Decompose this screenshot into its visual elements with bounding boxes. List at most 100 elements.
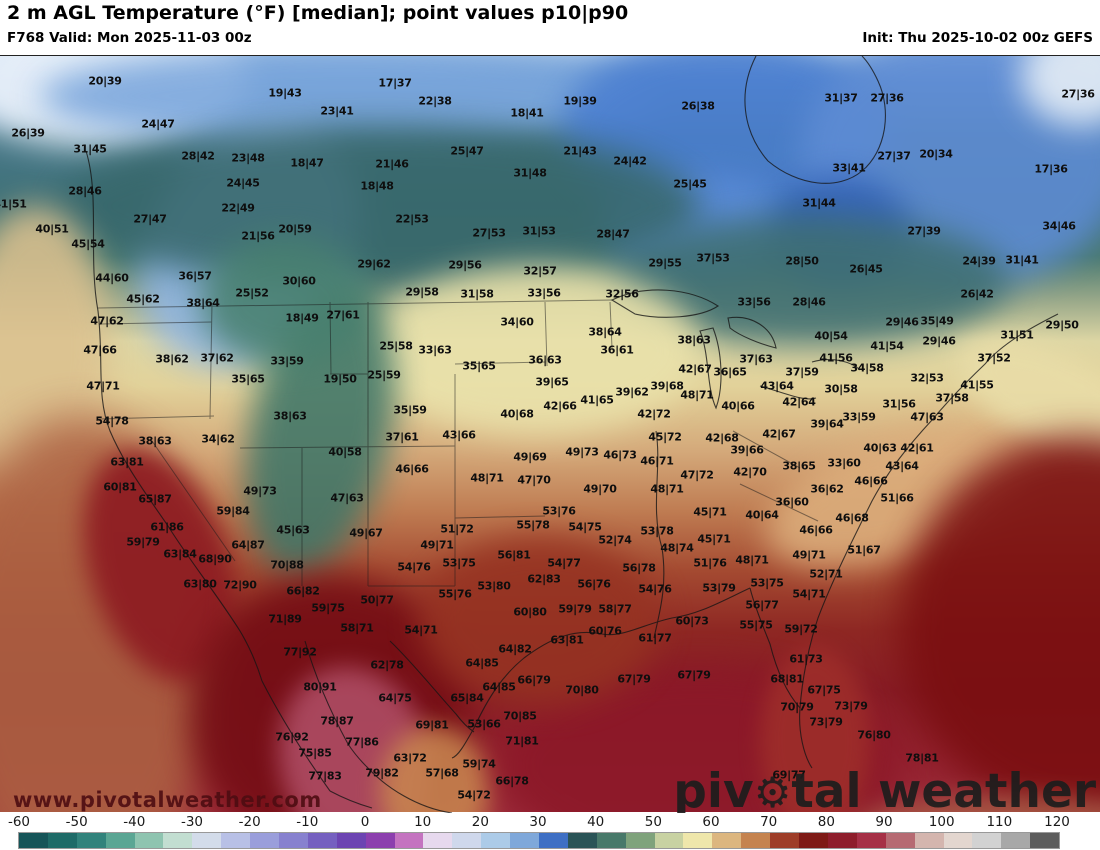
colorbar-segment	[539, 833, 568, 848]
point-value: 53|79	[702, 581, 736, 595]
colorbar-segment	[47, 833, 77, 848]
point-value: 46|66	[395, 462, 429, 476]
point-value: 49|71	[420, 538, 454, 552]
colorbar-segment	[19, 833, 48, 848]
point-value: 38|64	[588, 325, 622, 339]
point-value: 41|65	[580, 393, 614, 407]
point-value: 29|56	[448, 258, 482, 272]
point-value: 48|71	[650, 482, 684, 496]
point-value: 49|67	[349, 526, 383, 540]
point-value: 50|77	[360, 593, 394, 607]
colorbar-segment	[799, 833, 828, 848]
point-value: 40|63	[863, 441, 897, 455]
point-value: 23|41	[320, 104, 354, 118]
colorbar-segment	[336, 833, 366, 848]
point-value: 31|56	[882, 397, 916, 411]
point-value: 37|59	[785, 365, 819, 379]
point-value: 49|69	[513, 450, 547, 464]
colorbar-segment	[625, 833, 655, 848]
point-value: 78|81	[905, 751, 939, 765]
point-value: 77|92	[283, 645, 317, 659]
point-value: 71|89	[268, 612, 302, 626]
point-value: 43|64	[760, 379, 794, 393]
point-value: 42|64	[782, 395, 816, 409]
point-value: 31|51	[1000, 328, 1034, 342]
colorbar-segment	[134, 833, 164, 848]
point-value: 37|58	[935, 391, 969, 405]
point-value: 27|36	[870, 91, 904, 105]
point-value: 26|38	[681, 99, 715, 113]
colorbar-segment	[423, 833, 453, 848]
point-value: 66|79	[517, 673, 551, 687]
colorbar-tick: 80	[817, 814, 835, 830]
point-value: 63|81	[110, 455, 144, 469]
colorbar-tick: 110	[986, 814, 1013, 830]
point-value: 24|47	[141, 117, 175, 131]
point-value: 66|78	[495, 774, 529, 788]
point-value: 48|74	[660, 541, 694, 555]
point-value: 18|48	[360, 179, 394, 193]
point-value: 59|79	[126, 535, 160, 549]
point-value: 48|71	[680, 388, 714, 402]
point-value: 33|56	[737, 295, 771, 309]
point-value: 53|76	[542, 504, 576, 518]
watermark: www.pivotalweather.com	[13, 788, 322, 812]
point-value: 54|77	[547, 556, 581, 570]
point-value: 36|61	[600, 343, 634, 357]
point-value: 56|76	[577, 577, 611, 591]
point-value: 51|72	[440, 522, 474, 536]
map-title: 2 m AGL Temperature (°F) [median]; point…	[7, 2, 629, 24]
point-value: 31|37	[824, 91, 858, 105]
point-value: 31|53	[522, 224, 556, 238]
colorbar-segment	[1030, 833, 1060, 848]
point-value: 57|68	[425, 766, 459, 780]
point-value: 36|62	[810, 482, 844, 496]
point-value: 48|71	[470, 471, 504, 485]
colorbar-tick: 0	[360, 814, 370, 830]
colorbar-segment	[885, 833, 915, 848]
point-value: 34|58	[850, 361, 884, 375]
colorbar-segment	[510, 833, 540, 848]
point-value: 27|37	[877, 149, 911, 163]
point-value: 47|72	[680, 468, 714, 482]
point-value: 55|76	[438, 587, 472, 601]
point-value: 19|39	[563, 94, 597, 108]
point-value: 22|53	[395, 212, 429, 226]
colorbar-tick: 40	[587, 814, 605, 830]
colorbar-tick: 10	[414, 814, 432, 830]
point-value: 33|59	[842, 410, 876, 424]
point-value: 31|41	[1005, 253, 1039, 267]
point-value: 53|75	[442, 556, 476, 570]
point-value: 33|63	[418, 343, 452, 357]
point-value: 47|63	[330, 491, 364, 505]
point-value: 17|36	[1034, 162, 1068, 176]
point-value: 61|73	[789, 652, 823, 666]
point-value: 37|61	[385, 430, 419, 444]
colorbar-tick: 20	[471, 814, 489, 830]
colorbar-segment	[365, 833, 395, 848]
point-value: 63|81	[550, 633, 584, 647]
colorbar-tick: 100	[928, 814, 955, 830]
point-value: 59|79	[558, 602, 592, 616]
point-value: 80|91	[303, 680, 337, 694]
colorbar-segment	[452, 833, 482, 848]
temperature-map[interactable]: 20|39 19|43 23|41 26|39 24|47 31|45 28|42 23|48…	[0, 55, 1100, 814]
point-value: 35|59	[393, 403, 427, 417]
point-value: 20|59	[278, 222, 312, 236]
colorbar-segment	[683, 833, 713, 848]
colorbar-segment	[972, 833, 1002, 848]
point-value: 20|39	[88, 74, 122, 88]
point-value: 30|58	[824, 382, 858, 396]
point-value: 58|71	[340, 621, 374, 635]
point-value: 29|46	[885, 315, 919, 329]
point-value: 58|77	[598, 602, 632, 616]
point-value: 39|62	[615, 385, 649, 399]
point-value: 31|45	[73, 142, 107, 156]
point-value: 32|53	[910, 371, 944, 385]
colorbar-tick: 70	[760, 814, 778, 830]
point-value: 68|81	[770, 672, 804, 686]
point-value: 38|65	[782, 459, 816, 473]
point-value: 51|66	[880, 491, 914, 505]
point-value: 72|90	[223, 578, 257, 592]
point-value: 25|59	[367, 368, 401, 382]
